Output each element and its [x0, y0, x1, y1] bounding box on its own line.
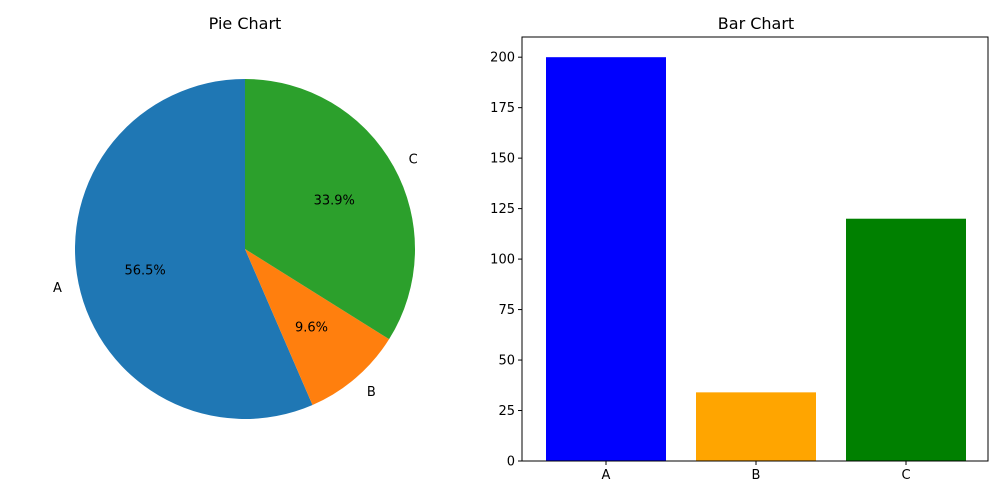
y-tick-label: 200: [490, 51, 515, 66]
pie-chart: Pie Chart 56.5% A 9.6% B 33.9% C: [53, 14, 418, 419]
pie-title: Pie Chart: [209, 14, 282, 33]
y-tick-label: 25: [498, 404, 515, 419]
pie-category-label-b: B: [367, 385, 376, 400]
y-tick-label: 125: [490, 202, 515, 217]
y-tick-label: 75: [498, 303, 515, 318]
y-tick-label: 0: [507, 455, 515, 470]
bar-axes-frame: [521, 36, 989, 462]
pie-slice-b: [245, 249, 390, 406]
y-tick-label: 50: [498, 354, 515, 369]
y-tick-label: 100: [490, 253, 515, 268]
pie-pct-label-b: 9.6%: [295, 320, 328, 335]
bar-chart: Bar Chart A B C 0 25 50 75 100 125 150 175 200: [490, 14, 989, 483]
x-tick-label-a: A: [602, 468, 611, 483]
bar-title: Bar Chart: [718, 14, 794, 33]
bar-c: [846, 218, 966, 461]
pie-slice-c: [245, 79, 415, 340]
pie-category-label-a: A: [53, 281, 62, 296]
x-tick-label-b: B: [752, 468, 761, 483]
pie-pct-label-a: 56.5%: [124, 264, 165, 279]
y-tick-label: 175: [490, 101, 515, 116]
bar-b: [696, 392, 816, 461]
pie-category-label-c: C: [409, 152, 418, 167]
y-tick-label: 150: [490, 152, 515, 167]
x-tick-label-c: C: [901, 468, 910, 483]
pie-slice-a: [75, 79, 313, 419]
bar-a: [546, 57, 666, 461]
pie-pct-label-c: 33.9%: [314, 194, 355, 209]
